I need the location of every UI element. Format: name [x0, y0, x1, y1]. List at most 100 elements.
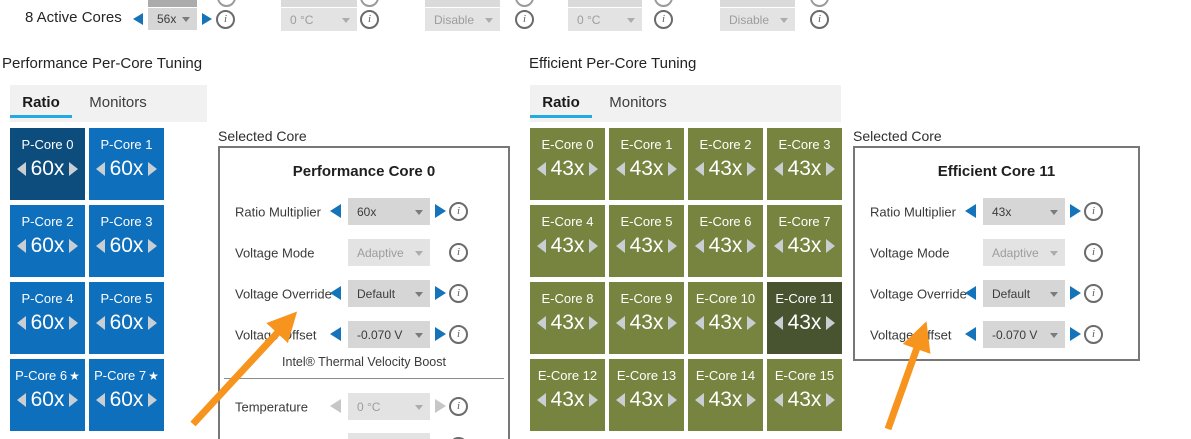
decrease-ratio-arrow[interactable]	[16, 162, 26, 176]
increase-ratio-arrow[interactable]	[747, 162, 757, 176]
decrease-arrow[interactable]	[965, 204, 976, 218]
info-icon[interactable]: i	[1084, 325, 1103, 344]
tab-ratio[interactable]: Ratio	[530, 85, 592, 119]
tab-ratio[interactable]: Ratio	[10, 85, 72, 119]
tile-e-core-11[interactable]: E-Core 11 43x	[767, 282, 842, 354]
increase-ratio-arrow[interactable]	[148, 162, 158, 176]
tile-p-core-0[interactable]: P-Core 0 60x	[10, 128, 85, 200]
increase-ratio-arrow[interactable]	[589, 393, 599, 407]
increase-ratio-arrow[interactable]	[148, 316, 158, 330]
tile-e-core-14[interactable]: E-Core 14 43x	[688, 359, 763, 431]
tile-p-core-1[interactable]: P-Core 1 60x	[89, 128, 164, 200]
increase-arrow[interactable]	[435, 204, 446, 218]
decrease-ratio-arrow[interactable]	[773, 162, 783, 176]
info-icon[interactable]: i	[515, 10, 534, 29]
info-icon[interactable]: i	[810, 10, 829, 29]
tile-p-core-2[interactable]: P-Core 2 60x	[10, 205, 85, 277]
increase-arrow[interactable]	[1070, 327, 1081, 341]
tile-e-core-1[interactable]: E-Core 1 43x	[609, 128, 684, 200]
tile-e-core-9[interactable]: E-Core 9 43x	[609, 282, 684, 354]
decrease-arrow[interactable]	[965, 327, 976, 341]
decrease-ratio-arrow[interactable]	[16, 239, 26, 253]
increase-ratio-arrow[interactable]	[826, 393, 836, 407]
voltage-override-dropdown[interactable]: Default	[983, 280, 1065, 307]
increase-ratio-arrow[interactable]	[747, 239, 757, 253]
decrease-arrow[interactable]	[330, 204, 341, 218]
info-icon[interactable]: i	[449, 325, 468, 344]
increase-ratio-arrow[interactable]	[589, 316, 599, 330]
info-icon[interactable]: i	[1084, 284, 1103, 303]
tile-p-core-5[interactable]: P-Core 5 60x	[89, 282, 164, 354]
increase-ratio-arrow[interactable]	[69, 239, 79, 253]
increase-ratio-arrow[interactable]	[69, 162, 79, 176]
increase-arrow[interactable]	[435, 327, 446, 341]
increase-ratio-arrow[interactable]	[69, 393, 79, 407]
decrease-ratio-arrow[interactable]	[615, 239, 625, 253]
increase-ratio-arrow[interactable]	[148, 393, 158, 407]
decrease-ratio-arrow[interactable]	[95, 162, 105, 176]
tile-e-core-4[interactable]: E-Core 4 43x	[530, 205, 605, 277]
decrease-ratio-arrow[interactable]	[694, 316, 704, 330]
decrease-ratio-arrow[interactable]	[536, 393, 546, 407]
increase-ratio-arrow[interactable]	[69, 316, 79, 330]
decrease-ratio-arrow[interactable]	[773, 316, 783, 330]
decrease-ratio-arrow[interactable]	[536, 316, 546, 330]
increase-ratio-arrow[interactable]	[826, 239, 836, 253]
info-icon[interactable]: i	[216, 10, 235, 29]
increase-ratio-arrow[interactable]	[668, 393, 678, 407]
decrease-ratio-arrow[interactable]	[95, 239, 105, 253]
info-icon[interactable]: i	[449, 397, 468, 416]
tile-e-core-2[interactable]: E-Core 2 43x	[688, 128, 763, 200]
ratio-multiplier-dropdown[interactable]: 60x	[348, 198, 430, 225]
tile-e-core-3[interactable]: E-Core 3 43x	[767, 128, 842, 200]
decrease-ratio-arrow[interactable]	[773, 393, 783, 407]
increase-ratio-arrow[interactable]	[589, 162, 599, 176]
tile-p-core-7[interactable]: P-Core 7 ★ 60x	[89, 359, 164, 431]
tile-e-core-5[interactable]: E-Core 5 43x	[609, 205, 684, 277]
increase-ratio-arrow[interactable]	[148, 239, 158, 253]
tile-p-core-6[interactable]: P-Core 6 ★ 60x	[10, 359, 85, 431]
tile-e-core-6[interactable]: E-Core 6 43x	[688, 205, 763, 277]
decrease-ratio-arrow[interactable]	[615, 393, 625, 407]
info-icon[interactable]: i	[1084, 243, 1103, 262]
voltage-override-dropdown[interactable]: Default	[348, 280, 430, 307]
info-icon[interactable]: i	[654, 10, 673, 29]
info-icon[interactable]: i	[449, 202, 468, 221]
increase-ratio-arrow[interactable]	[747, 393, 757, 407]
decrease-ratio-arrow[interactable]	[16, 316, 26, 330]
increase-ratio-arrow[interactable]	[747, 316, 757, 330]
tile-e-core-15[interactable]: E-Core 15 43x	[767, 359, 842, 431]
tile-e-core-0[interactable]: E-Core 0 43x	[530, 128, 605, 200]
increase-ratio-arrow[interactable]	[826, 162, 836, 176]
decrease-ratio-arrow[interactable]	[694, 239, 704, 253]
ratio-multiplier-dropdown[interactable]: 43x	[983, 198, 1065, 225]
tile-e-core-12[interactable]: E-Core 12 43x	[530, 359, 605, 431]
voltage-offset-dropdown[interactable]: -0.070 V	[348, 321, 430, 348]
decrease-ratio-arrow[interactable]	[95, 393, 105, 407]
decrease-active-cores-arrow[interactable]	[133, 13, 143, 25]
decrease-ratio-arrow[interactable]	[694, 393, 704, 407]
decrease-ratio-arrow[interactable]	[16, 393, 26, 407]
info-icon[interactable]: i	[360, 10, 379, 29]
voltage-offset-dropdown[interactable]: -0.070 V	[983, 321, 1065, 348]
increase-arrow[interactable]	[1070, 204, 1081, 218]
tab-monitors[interactable]: Monitors	[592, 85, 684, 119]
decrease-ratio-arrow[interactable]	[773, 239, 783, 253]
increase-ratio-arrow[interactable]	[668, 316, 678, 330]
increase-ratio-arrow[interactable]	[589, 239, 599, 253]
tab-monitors[interactable]: Monitors	[72, 85, 164, 119]
info-icon[interactable]: i	[449, 243, 468, 262]
info-icon[interactable]: i	[449, 284, 468, 303]
decrease-ratio-arrow[interactable]	[536, 239, 546, 253]
increase-active-cores-arrow[interactable]	[202, 13, 212, 25]
decrease-ratio-arrow[interactable]	[615, 316, 625, 330]
tile-e-core-10[interactable]: E-Core 10 43x	[688, 282, 763, 354]
increase-ratio-arrow[interactable]	[826, 316, 836, 330]
tile-e-core-7[interactable]: E-Core 7 43x	[767, 205, 842, 277]
tile-p-core-4[interactable]: P-Core 4 60x	[10, 282, 85, 354]
increase-ratio-arrow[interactable]	[668, 162, 678, 176]
tile-e-core-13[interactable]: E-Core 13 43x	[609, 359, 684, 431]
active-cores-dropdown[interactable]: 56x	[148, 8, 197, 30]
decrease-ratio-arrow[interactable]	[95, 316, 105, 330]
decrease-arrow[interactable]	[965, 286, 976, 300]
